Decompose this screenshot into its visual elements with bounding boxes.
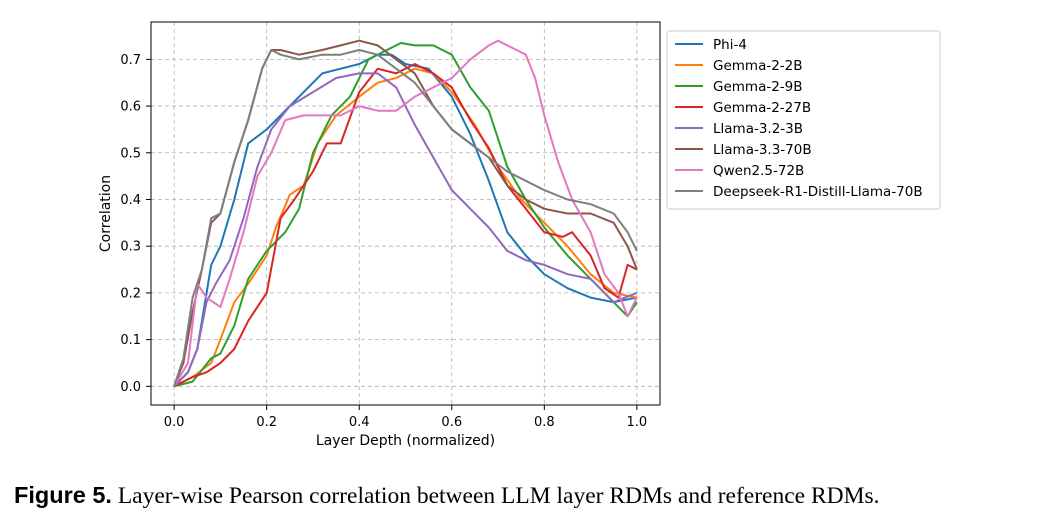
legend-label-llama-3-3-70b: Llama-3.3-70B [713, 142, 812, 158]
legend-label-gemma-2-2b: Gemma-2-2B [713, 58, 803, 74]
series-line-gemma-2-2b [173, 67, 638, 388]
figure-caption: Figure 5. Layer-wise Pearson correlation… [14, 482, 1034, 510]
y-axis-label: Correlation [98, 175, 114, 252]
y-tick-label: 0.0 [120, 380, 141, 395]
legend-label-llama-3-2-3b: Llama-3.2-3B [713, 121, 803, 137]
y-tick-label: 0.6 [120, 100, 141, 115]
figure-label: Figure 5. [14, 482, 112, 508]
axis-ticks: 0.0 0.2 0.4 0.6 0.8 1.0 0.0 0.1 0.2 0.3 0.4 0.5 0.6 0… [120, 53, 647, 430]
y-tick-label: 0.2 [120, 286, 141, 301]
series-line-deepseek-r1-distill-llama-70b [173, 49, 638, 387]
x-axis-label: Layer Depth (normalized) [316, 433, 495, 449]
legend-label-qwen2-5-72b: Qwen2.5-72B [713, 163, 804, 179]
series-line-gemma-2-9b [173, 42, 638, 388]
legend-label-deepseek-r1-distill-llama-70b: Deepseek-R1-Distill-Llama-70B [713, 184, 923, 200]
x-tick-label: 0.6 [441, 415, 462, 430]
series-lines [173, 39, 638, 388]
y-tick-label: 0.7 [120, 53, 141, 68]
legend-label-phi-4: Phi-4 [713, 37, 747, 53]
series-line-llama-3-2-3b [173, 72, 638, 388]
legend-label-gemma-2-9b: Gemma-2-9B [713, 79, 803, 95]
plot-frame [150, 21, 661, 406]
legend: Phi-4 Gemma-2-2B Gemma-2-9B Gemma-2-27B Llam… [666, 30, 941, 210]
x-tick-label: 0.8 [534, 415, 555, 430]
series-line-llama-3-3-70b [173, 39, 638, 387]
x-tick-label: 1.0 [627, 415, 648, 430]
x-tick-label: 0.0 [164, 415, 185, 430]
series-line-qwen2-5-72b [173, 39, 638, 387]
y-tick-label: 0.5 [120, 146, 141, 161]
x-tick-label: 0.2 [256, 415, 277, 430]
series-line-gemma-2-27b [173, 63, 638, 388]
legend-label-gemma-2-27b: Gemma-2-27B [713, 100, 811, 116]
figure-caption-text: Layer-wise Pearson correlation between L… [117, 483, 880, 509]
series-line-phi-4 [173, 53, 638, 388]
y-tick-label: 0.4 [120, 193, 141, 208]
legend-box [666, 30, 941, 210]
x-tick-label: 0.4 [349, 415, 370, 430]
y-tick-label: 0.3 [120, 240, 141, 255]
y-tick-label: 0.1 [120, 333, 141, 348]
line-chart: 0.0 0.2 0.4 0.6 0.8 1.0 0.0 0.1 0.2 0.3 0.4 0.5 0.6 0… [98, 21, 941, 449]
